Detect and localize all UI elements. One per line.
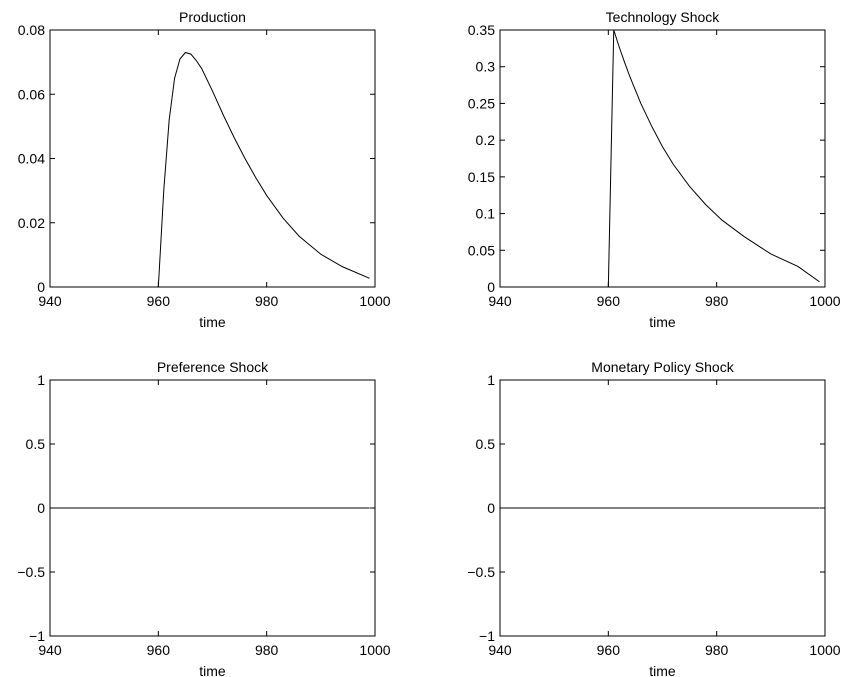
- chart-4-xtick-label: 980: [705, 642, 729, 658]
- chart-2-ytick-label: 0.3: [476, 59, 496, 75]
- chart-2: Technology Shock time 940 960 980 1000 0 0.05 0.…: [468, 9, 841, 330]
- chart-1-title: Production: [179, 9, 246, 25]
- chart-4-xlabel: time: [649, 663, 676, 677]
- chart-2-ytick-label: 0.15: [468, 169, 495, 185]
- chart-4-ytick-label: 0: [487, 500, 495, 516]
- chart-1-xlabel: time: [199, 314, 226, 330]
- chart-2-ytick-label: 0.2: [476, 132, 496, 148]
- chart-1-xtick-label: 1000: [359, 293, 390, 309]
- chart-2-xtick-label: 980: [705, 293, 729, 309]
- chart-4-xtick-label: 940: [488, 642, 512, 658]
- chart-1-xtick-label: 960: [147, 293, 171, 309]
- chart-3-ytick-label: 0: [37, 500, 45, 516]
- chart-3-xlabel: time: [199, 663, 226, 677]
- chart-1-ytick-label: 0.06: [18, 86, 45, 102]
- chart-4: Monetary Policy Shock time 940 960 980 1000 −1…: [467, 359, 840, 677]
- chart-2-xtick-label: 1000: [809, 293, 840, 309]
- chart-1-axes-box: [49, 29, 376, 288]
- chart-3-xtick-label: 960: [147, 642, 171, 658]
- chart-2-ytick-label: 0.25: [468, 95, 495, 111]
- chart-2-xtick-label: 940: [488, 293, 512, 309]
- chart-4-xtick-label: 960: [597, 642, 621, 658]
- chart-2-title: Technology Shock: [606, 9, 721, 25]
- chart-1-ytick-label: 0.04: [18, 151, 45, 167]
- chart-2-ytick-label: 0: [487, 279, 495, 295]
- chart-4-ytick-label: 1: [487, 372, 495, 388]
- chart-3-ytick-label: −1: [29, 628, 45, 644]
- chart-1-xtick-label: 980: [255, 293, 279, 309]
- chart-1-series-line: [50, 51, 370, 288]
- chart-4-ytick-label: 0.5: [476, 436, 496, 452]
- chart-4-ytick-label: −0.5: [467, 564, 495, 580]
- chart-2-axes-box: [499, 29, 826, 288]
- chart-2-xlabel: time: [649, 314, 676, 330]
- chart-4-xtick-label: 1000: [809, 642, 840, 658]
- chart-1-ytick-label: 0.02: [18, 215, 45, 231]
- chart-1-xtick-label: 940: [38, 293, 62, 309]
- chart-3-ytick-label: 1: [37, 372, 45, 388]
- chart-3-xtick-label: 980: [255, 642, 279, 658]
- chart-2-ytick-label: 0.35: [468, 22, 495, 38]
- chart-4-title: Monetary Policy Shock: [591, 359, 734, 375]
- chart-2-ytick-label: 0.05: [468, 242, 495, 258]
- chart-3-xtick-label: 940: [38, 642, 62, 658]
- chart-1: Production time 940 960 980 1000 0 0.02 0.04 0.06…: [18, 9, 391, 330]
- chart-3-ytick-label: 0.5: [26, 436, 46, 452]
- chart-1-ytick-label: 0.08: [18, 22, 45, 38]
- chart-3-ytick-label: −0.5: [17, 564, 45, 580]
- chart-3-xtick-label: 1000: [359, 642, 390, 658]
- chart-2-xtick-label: 960: [597, 293, 621, 309]
- chart-4-ytick-label: −1: [479, 628, 495, 644]
- chart-3: Preference Shock time 940 960 980 1000 −1 −0.5 0…: [17, 359, 390, 677]
- chart-3-title: Preference Shock: [157, 359, 269, 375]
- chart-2-series-line: [500, 29, 820, 288]
- chart-2-ytick-label: 0.1: [476, 206, 496, 222]
- chart-1-ytick-label: 0: [37, 279, 45, 295]
